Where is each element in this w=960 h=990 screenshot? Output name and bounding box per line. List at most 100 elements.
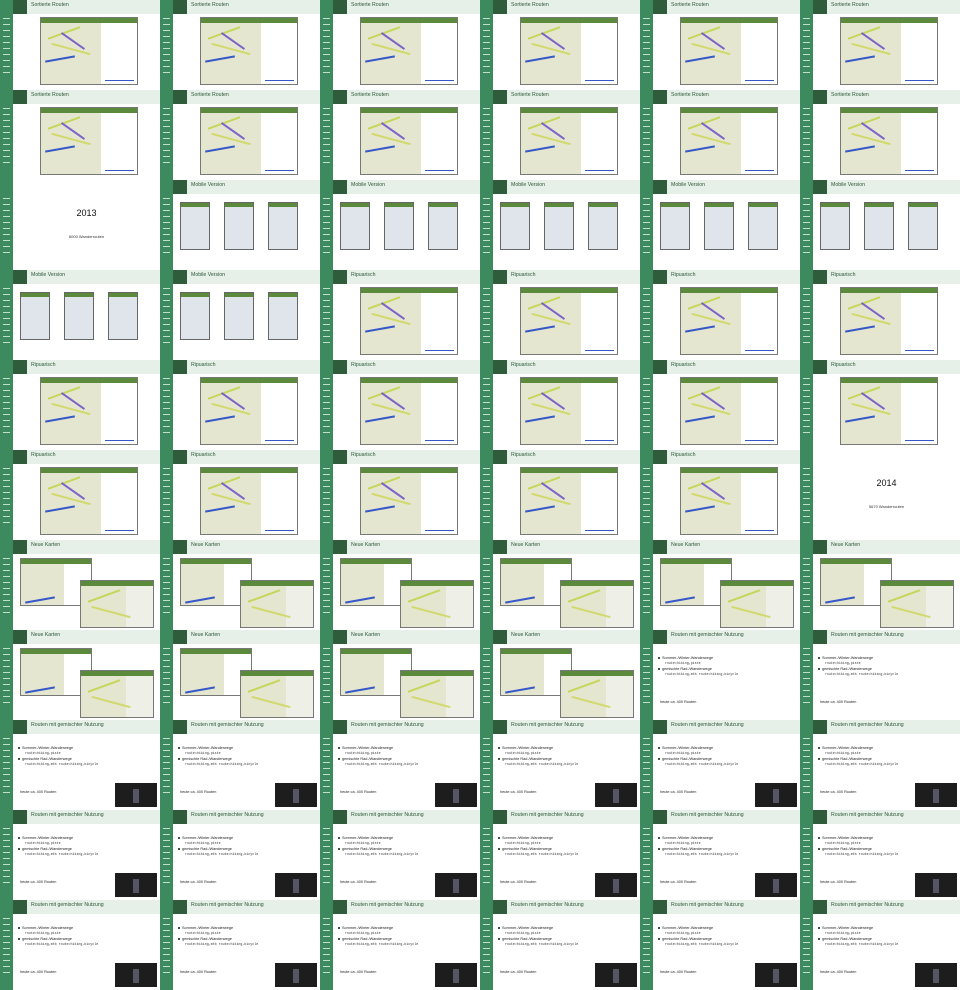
sidebar-line — [163, 510, 170, 511]
slide-thumbnail[interactable]: Sortierte Routen — [0, 0, 160, 90]
sidebar-line — [483, 960, 490, 961]
slide-thumbnail[interactable]: Routen mit gemischter Nutzung Sommer-/Win… — [160, 720, 320, 810]
slide-thumbnail[interactable]: Routen mit gemischter Nutzung Sommer-/Win… — [160, 810, 320, 900]
map-map — [841, 113, 901, 174]
map-screenshot — [520, 107, 618, 175]
slide-thumbnail[interactable]: Routen mit gemischter Nutzung Sommer-/Win… — [320, 720, 480, 810]
slide-thumbnail[interactable]: Routen mit gemischter Nutzung Sommer-/Win… — [160, 900, 320, 990]
slide-thumbnail[interactable]: Sortierte Routen — [160, 90, 320, 180]
slide-header: Neue Karten — [13, 630, 160, 644]
sidebar-line — [323, 330, 330, 331]
slide-thumbnail[interactable]: Routen mit gemischter Nutzung Sommer-/Win… — [800, 810, 960, 900]
slide-thumbnail[interactable]: Sortierte Routen — [480, 0, 640, 90]
slide-thumbnail[interactable]: Neue Karten — [480, 540, 640, 630]
slide-thumbnail[interactable]: Neue Karten — [0, 540, 160, 630]
slide-title: Ripuarisch — [511, 272, 536, 278]
logo-icon — [653, 900, 667, 914]
slide-thumbnail[interactable]: Ripuarisch — [0, 450, 160, 540]
sidebar-line — [803, 18, 810, 19]
slide-thumbnail[interactable]: Neue Karten — [160, 630, 320, 720]
slide-thumbnail[interactable]: 2014 5670 Wanderrouten — [800, 450, 960, 540]
sidebar-line — [803, 30, 810, 31]
slide-thumbnail[interactable]: Routen mit gemischter Nutzung Sommer-/Win… — [480, 900, 640, 990]
slide-thumbnail[interactable]: Mobile Version — [160, 180, 320, 270]
slide-thumbnail[interactable]: Routen mit gemischter Nutzung Sommer-/Win… — [640, 630, 800, 720]
slide-thumbnail[interactable]: Sortierte Routen — [640, 90, 800, 180]
slide-thumbnail[interactable]: Ripuarisch — [800, 360, 960, 450]
slide-thumbnail[interactable]: Routen mit gemischter Nutzung Sommer-/Win… — [640, 720, 800, 810]
slide-thumbnail[interactable]: Ripuarisch — [0, 360, 160, 450]
slide-thumbnail[interactable]: Ripuarisch — [480, 270, 640, 360]
slide-thumbnail[interactable]: Routen mit gemischter Nutzung Sommer-/Win… — [320, 900, 480, 990]
slide-thumbnail[interactable]: Routen mit gemischter Nutzung Sommer-/Win… — [480, 810, 640, 900]
slide-thumbnail[interactable]: Mobile Version — [160, 270, 320, 360]
sidebar-line — [483, 42, 490, 43]
mobile-screenshot — [500, 202, 530, 250]
slide-thumbnail[interactable]: Ripuarisch — [320, 360, 480, 450]
slide-thumbnail[interactable]: Routen mit gemischter Nutzung Sommer-/Win… — [0, 720, 160, 810]
slide-thumbnail[interactable]: Sortierte Routen — [480, 90, 640, 180]
slide-thumbnail[interactable]: Routen mit gemischter Nutzung Sommer-/Win… — [800, 630, 960, 720]
bullet-item: gemischte Rad-/Wanderwege — [178, 847, 232, 851]
slide-thumbnail[interactable]: Ripuarisch — [640, 450, 800, 540]
slide-thumbnail[interactable]: Mobile Version — [320, 180, 480, 270]
slide-thumbnail[interactable]: Neue Karten — [320, 540, 480, 630]
slide-thumbnail[interactable]: Mobile Version — [0, 270, 160, 360]
slide-thumbnail[interactable]: Routen mit gemischter Nutzung Sommer-/Win… — [640, 810, 800, 900]
sidebar-line — [3, 18, 10, 19]
sidebar-line — [323, 468, 330, 469]
slide-thumbnail[interactable]: Routen mit gemischter Nutzung Sommer-/Win… — [800, 900, 960, 990]
slide-thumbnail[interactable]: Ripuarisch — [640, 360, 800, 450]
slide-thumbnail[interactable]: Sortierte Routen — [800, 0, 960, 90]
slide-thumbnail[interactable]: Mobile Version — [480, 180, 640, 270]
slide-thumbnail[interactable]: Ripuarisch — [480, 450, 640, 540]
sidebar-line — [483, 300, 490, 301]
slide-thumbnail[interactable]: Routen mit gemischter Nutzung Sommer-/Win… — [320, 810, 480, 900]
slide-thumbnail[interactable]: Sortierte Routen — [160, 0, 320, 90]
slide-thumbnail[interactable]: Sortierte Routen — [640, 0, 800, 90]
slide-thumbnail[interactable]: Neue Karten — [320, 630, 480, 720]
slide-sidebar — [640, 720, 653, 810]
sidebar-line — [323, 930, 330, 931]
sidebar-line — [803, 294, 810, 295]
slide-thumbnail[interactable]: Ripuarisch — [480, 360, 640, 450]
slide-thumbnail[interactable]: Neue Karten — [480, 630, 640, 720]
slide-thumbnail[interactable]: Ripuarisch — [320, 270, 480, 360]
sidebar-line — [643, 132, 650, 133]
slide-thumbnail[interactable]: Mobile Version — [640, 180, 800, 270]
slide-thumbnail[interactable]: Routen mit gemischter Nutzung Sommer-/Win… — [800, 720, 960, 810]
slide-thumbnail[interactable]: Routen mit gemischter Nutzung Sommer-/Win… — [640, 900, 800, 990]
slide-thumbnail[interactable]: Neue Karten — [0, 630, 160, 720]
slide-thumbnail[interactable]: Routen mit gemischter Nutzung Sommer-/Win… — [0, 900, 160, 990]
slide-header: Ripuarisch — [653, 360, 800, 374]
slide-title: Sortierte Routen — [351, 92, 389, 98]
sidebar-line — [3, 120, 10, 121]
slide-title: Ripuarisch — [191, 362, 216, 368]
sidebar-line — [3, 654, 10, 655]
slide-thumbnail[interactable]: Mobile Version — [800, 180, 960, 270]
slide-thumbnail[interactable]: Ripuarisch — [320, 450, 480, 540]
slide-thumbnail[interactable]: Routen mit gemischter Nutzung Sommer-/Win… — [480, 720, 640, 810]
slide-thumbnail[interactable]: Sortierte Routen — [0, 90, 160, 180]
sidebar-line — [803, 972, 810, 973]
slide-thumbnail[interactable]: Routen mit gemischter Nutzung Sommer-/Win… — [0, 810, 160, 900]
map-map — [401, 586, 446, 627]
slide-thumbnail[interactable]: Ripuarisch — [640, 270, 800, 360]
sidebar-line — [803, 318, 810, 319]
mobile-content — [865, 207, 893, 249]
sidebar-line — [3, 588, 10, 589]
sidebar-line — [3, 684, 10, 685]
slide-thumbnail[interactable]: Ripuarisch — [160, 360, 320, 450]
slide-thumbnail[interactable]: Neue Karten — [800, 540, 960, 630]
slide-thumbnail[interactable]: Sortierte Routen — [320, 90, 480, 180]
slide-thumbnail[interactable]: Neue Karten — [640, 540, 800, 630]
code-line: route=hiking,mtb route=hiking,bicycle — [345, 762, 419, 766]
slide-thumbnail[interactable]: Sortierte Routen — [320, 0, 480, 90]
speaker-video — [435, 963, 477, 987]
slide-thumbnail[interactable]: 2013 6000 Wanderrouten — [0, 180, 160, 270]
slide-thumbnail[interactable]: Ripuarisch — [800, 270, 960, 360]
slide-thumbnail[interactable]: Ripuarisch — [160, 450, 320, 540]
slide-thumbnail[interactable]: Sortierte Routen — [800, 90, 960, 180]
map-bar — [681, 378, 777, 383]
slide-thumbnail[interactable]: Neue Karten — [160, 540, 320, 630]
